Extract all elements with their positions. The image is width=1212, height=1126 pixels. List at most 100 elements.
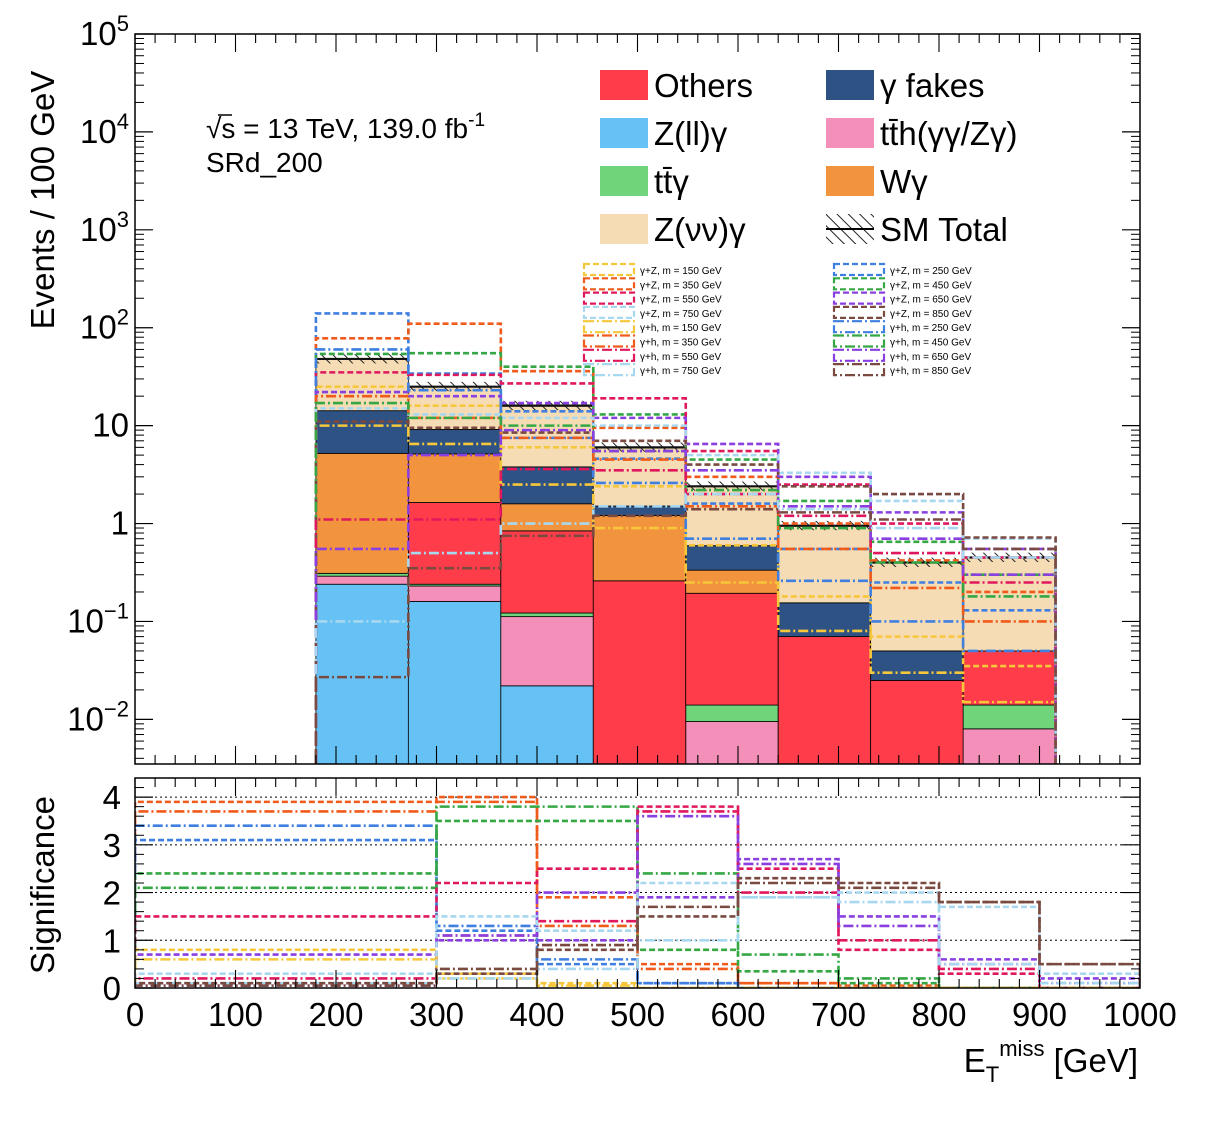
energy-lumi-annotation: √s = 13 TeV, 139.0 fb-1 — [206, 110, 485, 144]
legend-label: γ fakes — [880, 67, 985, 104]
y-tick-label: 1 — [111, 505, 129, 542]
y-tick-label: 105 — [80, 11, 129, 52]
signal-legend-swatch — [582, 363, 636, 377]
signal-legend-swatch — [832, 363, 886, 377]
signal-legend-label: γ+Z, m = 250 GeV — [890, 266, 972, 277]
stack-bar — [315, 575, 409, 585]
x-tick-label: 700 — [811, 996, 866, 1033]
stack-bar — [777, 636, 872, 764]
stack-bar — [962, 704, 1056, 730]
signal-legend-swatch — [582, 262, 636, 277]
sig-y-tick-label: 2 — [103, 875, 121, 912]
signal-legend-label: γ+h, m = 850 GeV — [890, 366, 971, 377]
signal-legend-label: γ+h, m = 350 GeV — [640, 338, 721, 349]
legend-swatch — [826, 118, 874, 148]
significance-line — [135, 824, 1140, 988]
signal-legend-swatch — [832, 277, 886, 291]
x-tick-label: 200 — [308, 996, 363, 1033]
significance-line — [135, 881, 1140, 988]
x-ticks: 0 100 200 300 400 500 600 700 800 900 1000 — [126, 778, 1177, 1033]
main-x-ticks — [134, 34, 1141, 764]
legend-entry: γ fakes — [826, 67, 985, 104]
signal-line — [314, 507, 1057, 764]
signal-legend-swatch — [832, 334, 886, 348]
legend-entry: Z(ll)γ — [600, 115, 728, 152]
signal-legend: γ+Z, m = 150 GeV γ+Z, m = 250 GeV γ+Z, m =… — [582, 262, 972, 377]
signal-legend-label: γ+Z, m = 150 GeV — [640, 266, 722, 277]
stack-bar — [592, 580, 687, 764]
signal-legend-label: γ+Z, m = 350 GeV — [640, 280, 722, 291]
signal-legend-label: γ+Z, m = 850 GeV — [890, 309, 972, 320]
stack-bar — [962, 728, 1056, 764]
signal-legend-label: γ+h, m = 550 GeV — [640, 352, 721, 363]
y-tick-label: 104 — [80, 109, 129, 150]
stack-bar — [315, 410, 409, 454]
main-y-axis-label: Events / 100 GeV — [24, 71, 61, 330]
stack-bar — [870, 650, 964, 681]
stack-bar — [870, 679, 964, 764]
legend-label: Z(ll)γ — [654, 115, 728, 152]
legend-entry: Others — [600, 67, 753, 104]
signal-legend-label: γ+Z, m = 650 GeV — [890, 295, 972, 306]
stack-bar — [315, 452, 409, 574]
legend-label: SM Total — [880, 211, 1008, 248]
signal-legend-label: γ+h, m = 750 GeV — [640, 366, 721, 377]
x-tick-label: 300 — [409, 996, 464, 1033]
legend-entry: Z(νν)γ — [600, 211, 746, 248]
stack-bar — [500, 503, 594, 532]
signal-legend-swatch — [832, 348, 886, 362]
significance-y-ticks: 0 1 2 3 4 — [103, 779, 1140, 1007]
sig-y-tick-label: 4 — [103, 779, 121, 816]
x-tick-label: 400 — [509, 996, 564, 1033]
legend-swatch — [826, 70, 874, 100]
stack-bar — [407, 429, 502, 455]
significance-line — [135, 838, 1140, 988]
signal-line — [314, 424, 1057, 764]
stack-bar — [777, 525, 872, 604]
y-tick-label: 102 — [80, 305, 129, 346]
x-tick-label: 900 — [1012, 996, 1067, 1033]
stack-bar — [685, 486, 779, 547]
signal-line — [314, 348, 1057, 764]
stack-bar — [407, 585, 502, 602]
stack-bar — [407, 502, 502, 585]
region-label: SRd_200 — [206, 147, 323, 178]
sig-y-tick-label: 0 — [103, 970, 121, 1007]
legend-entry: tt̄h(γγ/Zγ) — [826, 115, 1018, 152]
signal-legend-swatch — [582, 334, 636, 348]
stack-bar — [407, 601, 502, 764]
legend-label: Wγ — [880, 163, 928, 200]
significance-y-axis-label: Significance — [24, 796, 61, 974]
legend-label: Z(νν)γ — [654, 211, 746, 248]
signal-legend-swatch — [582, 277, 636, 291]
lumi-exponent: -1 — [468, 110, 485, 131]
y-tick-label: 10−2 — [67, 696, 129, 737]
signal-legend-swatch — [582, 305, 636, 319]
stack-bar — [500, 530, 594, 614]
signal-legend-swatch — [832, 320, 886, 334]
legend-label: tt̄γ — [654, 163, 689, 200]
signal-legend-swatch — [832, 262, 886, 277]
x-tick-label: 100 — [208, 996, 263, 1033]
legend-swatch — [826, 166, 874, 196]
stack-bar — [500, 405, 594, 468]
legend-swatch — [600, 214, 648, 244]
x-axis-label: ETmiss [GeV] — [964, 1036, 1138, 1087]
signal-legend-swatch — [582, 320, 636, 334]
legend: Others γ fakes Z(ll)γ tt̄h(γγ/Zγ) tt̄γ Wγ Z(νν… — [600, 67, 1018, 248]
x-tick-label: 1000 — [1103, 996, 1176, 1033]
signal-legend-label: γ+h, m = 450 GeV — [890, 338, 971, 349]
y-tick-label: 10−1 — [67, 598, 129, 639]
sig-y-tick-label: 1 — [103, 922, 121, 959]
signal-legend-swatch — [832, 291, 886, 305]
stack-bar — [500, 612, 594, 618]
stack-bar — [407, 453, 502, 503]
legend-swatch — [600, 166, 648, 196]
significance-line — [135, 881, 1140, 988]
y-tick-label: 103 — [80, 207, 129, 248]
signal-legend-label: γ+Z, m = 450 GeV — [890, 280, 972, 291]
signal-line — [314, 428, 1057, 764]
signal-legend-label: γ+h, m = 150 GeV — [640, 323, 721, 334]
stack-bar — [962, 650, 1056, 706]
